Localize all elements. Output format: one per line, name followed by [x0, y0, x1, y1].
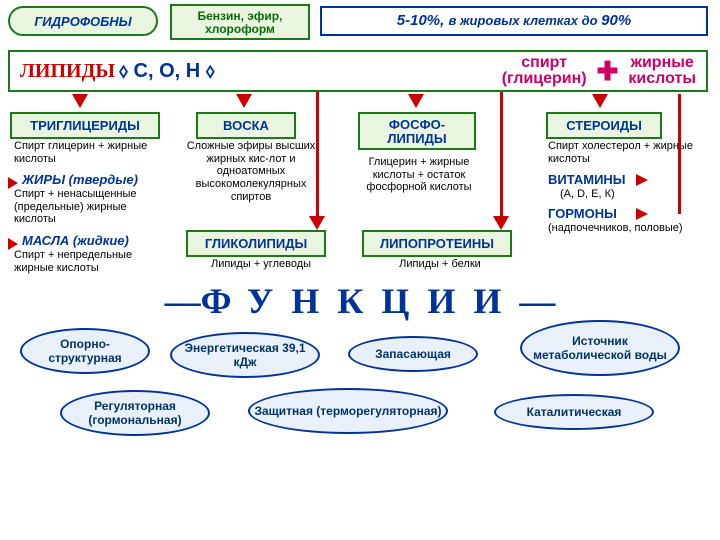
solvents-box: Бензин, эфир, хлороформ: [170, 4, 310, 40]
arrow-wax: [236, 94, 252, 108]
func-water: Источник метаболической воды: [520, 320, 680, 376]
vitamins-label: ВИТАМИНЫ: [548, 172, 626, 187]
wax-note: Сложные эфиры высших жирных кис-лот и од…: [176, 140, 326, 203]
hydrophobic-pill: ГИДРОФОБНЫ: [8, 6, 158, 36]
tri-note: Спирт глицерин + жирные кислоты: [14, 140, 159, 165]
phospho1: ФОСФО-: [368, 118, 466, 132]
phospho-note: Глицерин + жирные кислоты + остаток фосф…: [352, 156, 486, 194]
func-catalytic: Каталитическая: [494, 394, 654, 430]
spirit2: (глицерин): [502, 71, 587, 87]
arrow-tri: [72, 94, 88, 108]
arrow-glyco: [309, 216, 325, 230]
line-lipo: [500, 92, 503, 220]
fatty-label: жирные кислоты: [628, 55, 696, 87]
func-protective: Защитная (терморегуляторная): [248, 388, 448, 434]
glyco-note: Липиды + углеводы: [196, 258, 326, 271]
lipoproteins-box: ЛИПОПРОТЕИНЫ: [362, 230, 512, 257]
formula-bar: ЛИПИДЫ ⬨ С, О, Н ⬨ спирт (глицерин) ✚ жи…: [8, 50, 708, 92]
vitamins-sub: (А, D, Е, К): [560, 188, 615, 201]
arrow-steroid: [592, 94, 608, 108]
fatty1: жирные: [628, 55, 696, 71]
lipo-note: Липиды + белки: [380, 258, 500, 271]
wax-box: ВОСКА: [196, 112, 296, 139]
func-energy: Энергетическая 39,1 кДж: [170, 332, 320, 378]
percent-a: 5-10%,: [397, 12, 449, 29]
phospholipids-box: ФОСФО- ЛИПИДЫ: [358, 112, 476, 150]
phospho2: ЛИПИДЫ: [368, 132, 466, 146]
oils-label: МАСЛА (жидкие): [22, 233, 129, 248]
elements-label: ⬨ С, О, Н ⬨: [119, 60, 215, 83]
arrow-lipo: [493, 216, 509, 230]
percent-box: 5-10%, в жировых клетках до 90%: [320, 6, 708, 36]
spirit1: спирт: [502, 55, 587, 71]
functions-title: —ФУНКЦИИ—: [0, 280, 720, 322]
arrow-hormones: [636, 208, 648, 220]
spirit-label: спирт (глицерин): [502, 55, 587, 87]
arrow-vitamins: [636, 174, 648, 186]
fats-sub: Спирт + ненасыщенные (предельные) жирные…: [14, 188, 164, 226]
lipids-label: ЛИПИДЫ: [20, 60, 115, 83]
func-storage: Запасающая: [348, 336, 478, 372]
arrow-phospho: [408, 94, 424, 108]
percent-c: 90%: [601, 12, 631, 29]
glycolipids-box: ГЛИКОЛИПИДЫ: [186, 230, 326, 257]
steroids-box: СТЕРОИДЫ: [546, 112, 662, 139]
line-glyco: [316, 92, 319, 220]
functions-text: ФУНКЦИИ: [201, 281, 520, 321]
hormones-sub: (надпочечников, половые): [548, 222, 688, 235]
func-regulatory: Регуляторная (гормональная): [60, 390, 210, 436]
oils-sub: Спирт + непредельные жирные кислоты: [14, 249, 164, 274]
fats-label: ЖИРЫ (твердые): [22, 172, 138, 187]
line-steroid: [678, 94, 681, 214]
steroid-note: Спирт холестерол + жирные кислоты: [548, 140, 698, 165]
plus-icon: ✚: [597, 56, 619, 87]
func-structural: Опорно-структурная: [20, 328, 150, 374]
percent-b: в жировых клетках до: [448, 13, 601, 28]
triglycerides-box: ТРИГЛИЦЕРИДЫ: [10, 112, 160, 139]
fatty2: кислоты: [628, 71, 696, 87]
hormones-label: ГОРМОНЫ: [548, 206, 617, 221]
